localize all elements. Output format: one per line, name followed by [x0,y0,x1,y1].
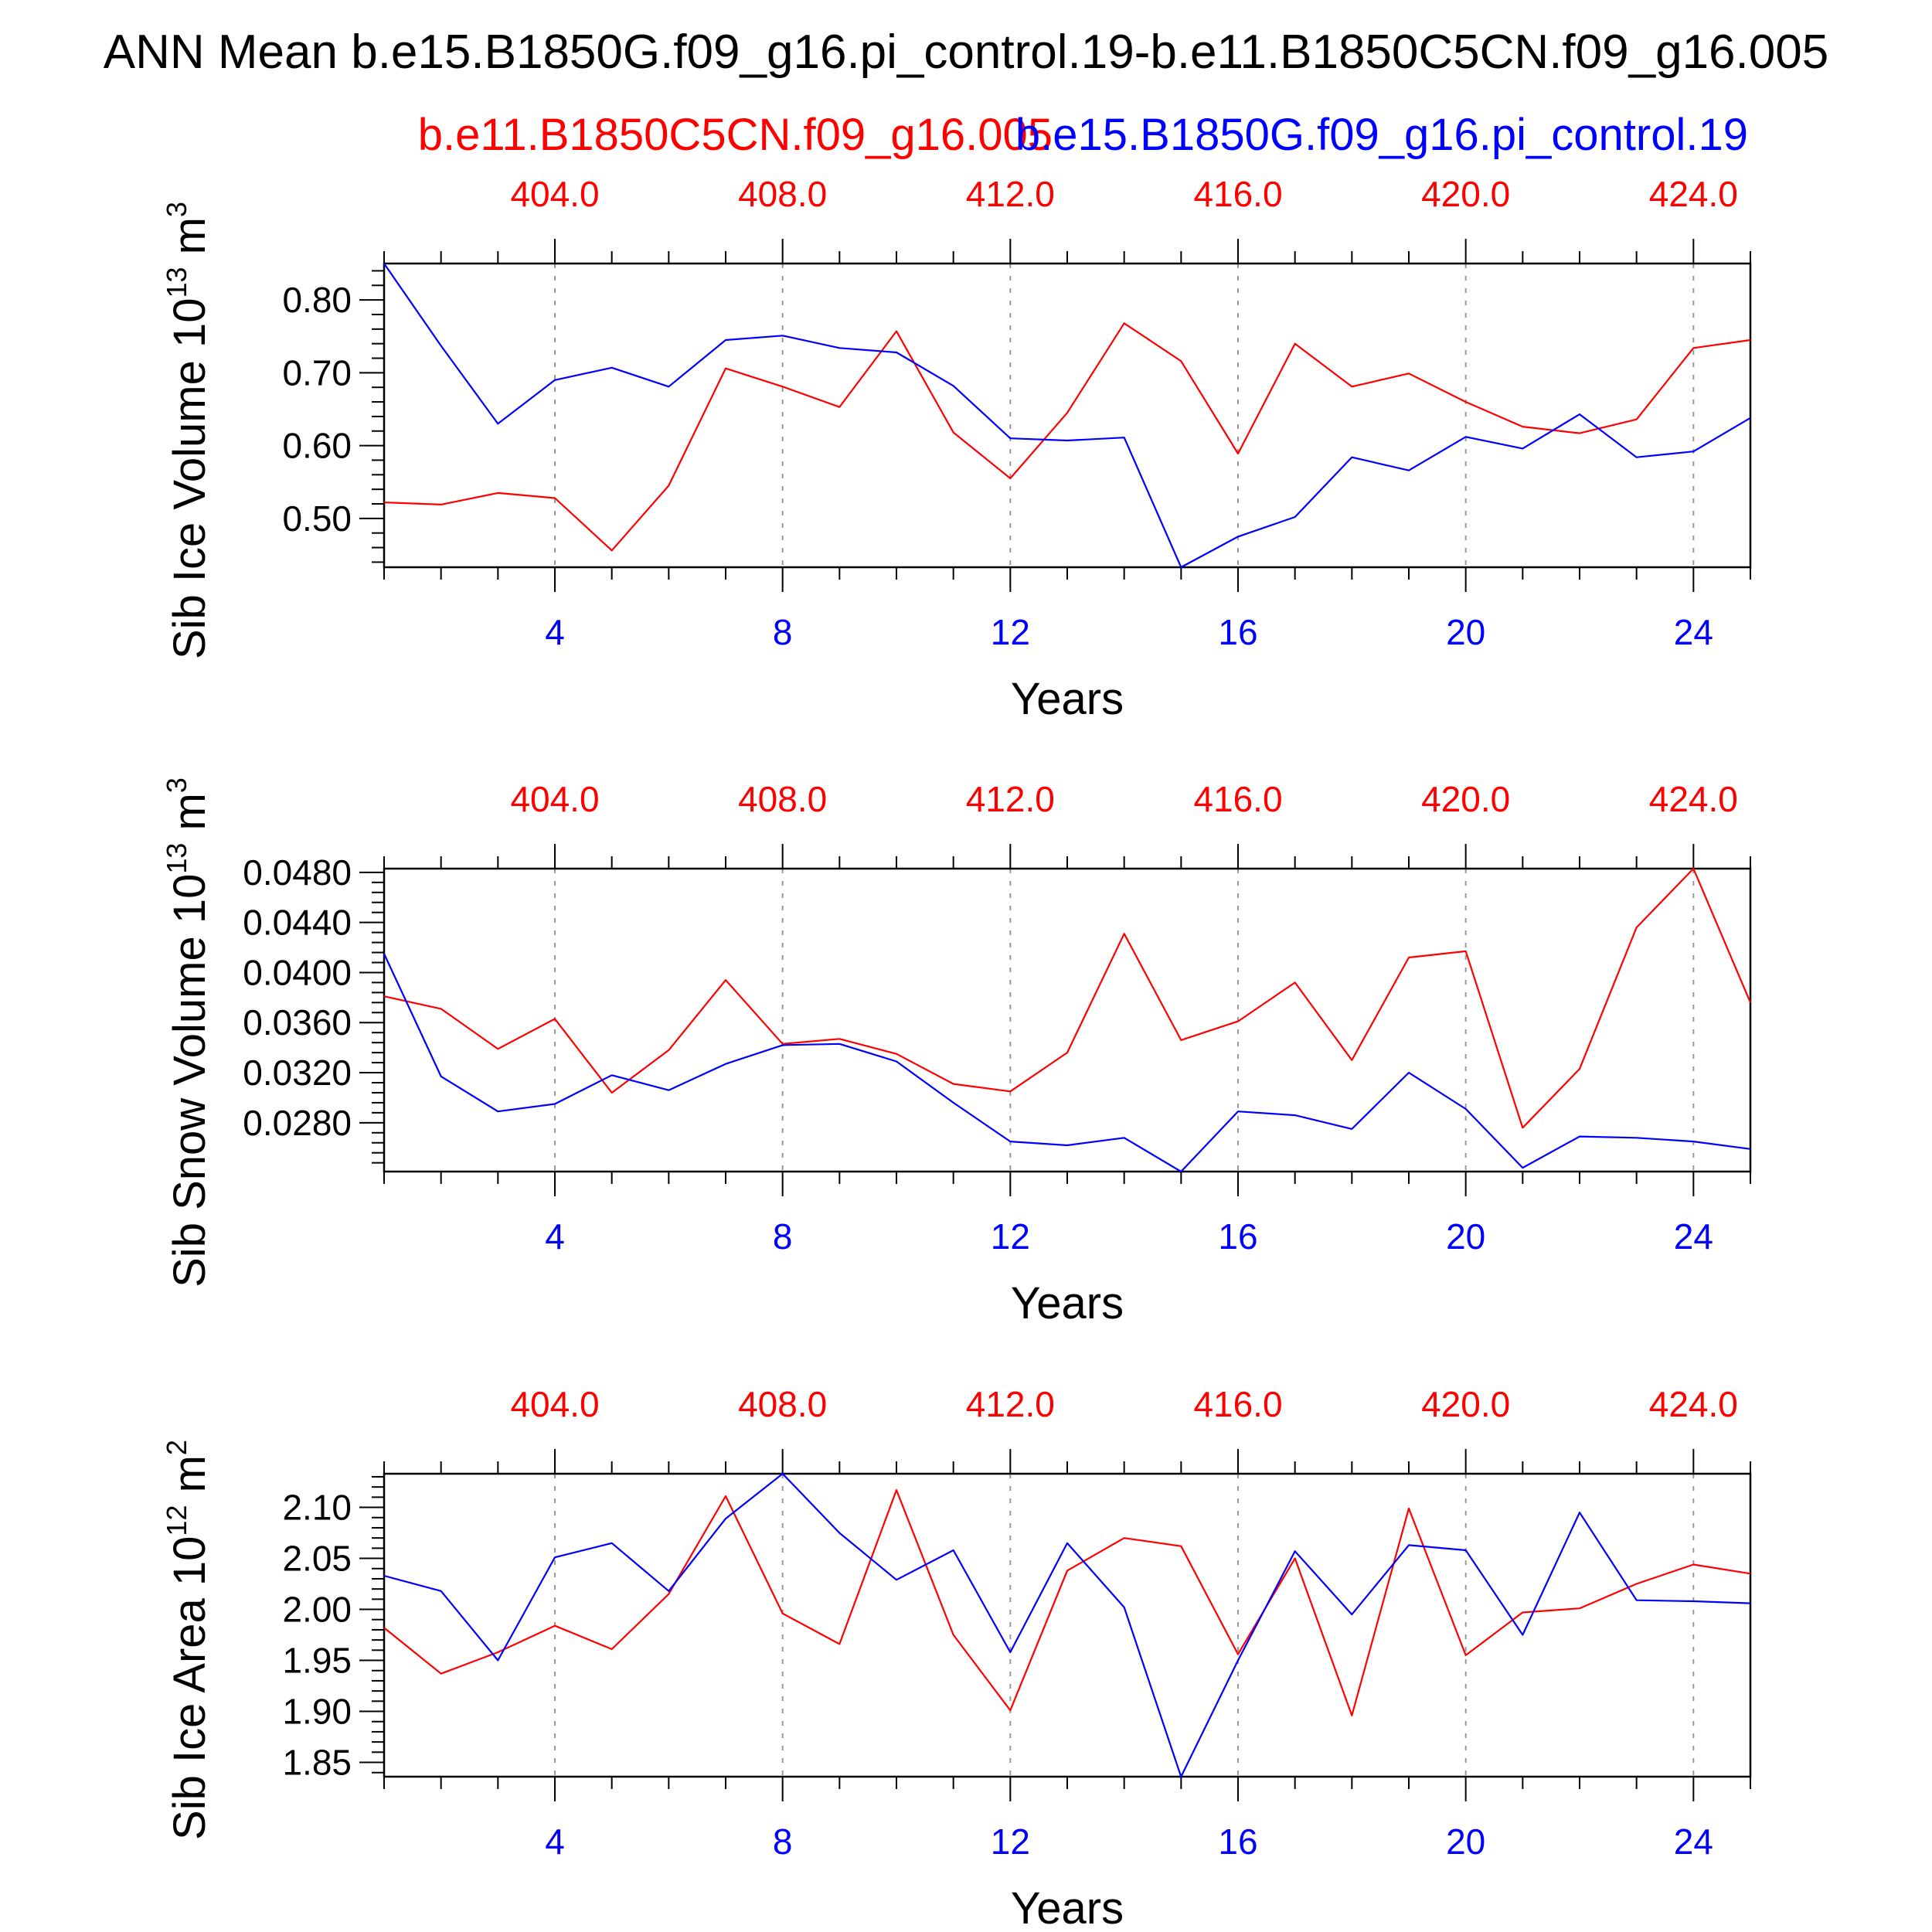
x-top-tick-label: 424.0 [1649,1384,1738,1424]
y-axis-title-text: Sib Snow Volume 10 [165,874,215,1287]
x-bottom-tick-label: 8 [773,1216,793,1257]
y-axis-title-unit: m [165,1455,215,1492]
x-bottom-tick-label: 8 [773,1821,793,1862]
x-bottom-tick-label: 24 [1674,1216,1713,1257]
series-line-blue [383,953,1751,1173]
x-top-tick-label: 408.0 [738,779,827,819]
y-axis-title: Sib Ice Volume 1013 m3 [161,202,215,659]
x-top-tick-label: 412.0 [966,174,1055,214]
x-top-tick-label: 404.0 [510,174,599,214]
x-top-tick-label: 420.0 [1421,779,1510,819]
x-top-tick-label: 408.0 [738,174,827,214]
x-bottom-tick-label: 16 [1218,1821,1257,1862]
y-tick-label: 2.00 [282,1590,352,1630]
panel-2: 0.0280 0.0320 0.0360 0.0400 0.0440 0.0480 4 404… [161,777,1752,1328]
x-top-tick-label: 420.0 [1421,174,1510,214]
x-bottom-tick-label: 24 [1674,612,1713,652]
x-axis-title: Years [1011,1883,1124,1932]
y-axis-title-space [165,254,215,267]
y-axis-title-unit-exponent: 3 [161,202,192,217]
x-top-tick-label: 424.0 [1649,779,1738,819]
x-top-tick-label: 412.0 [966,1384,1055,1424]
y-tick-label: 0.0280 [243,1103,352,1143]
y-tick-label: 0.0480 [243,852,352,893]
y-axis-title: Sib Snow Volume 1013 m3 [161,777,215,1287]
y-axis-title-exponent: 13 [161,267,192,298]
x-top-tick-label: 404.0 [510,779,599,819]
series-line-red [383,867,1752,1129]
legend-red-name: b.e11.B1850C5CN.f09_g16.005 [418,110,1053,160]
x-top-tick-label: 412.0 [966,779,1055,819]
x-top-tick-label: 420.0 [1421,1384,1510,1424]
y-tick-label: 0.70 [282,352,352,393]
x-bottom-tick-label: 12 [991,612,1030,652]
x-top-tick-label: 416.0 [1193,1384,1282,1424]
x-top-tick-label: 408.0 [738,1384,827,1424]
series-line-blue [383,1472,1751,1778]
x-axis-title: Years [1011,674,1124,724]
series-line-red [383,322,1751,552]
x-bottom-tick-label: 20 [1446,1821,1485,1862]
y-axis-title: Sib Ice Area 1012 m2 [161,1440,215,1840]
y-axis-title-text: Sib Ice Area 10 [165,1536,215,1840]
plot-frame [383,867,1752,1173]
x-bottom-tick-label: 20 [1446,612,1485,652]
x-top-tick-label: 416.0 [1193,779,1282,819]
y-axis-title-space [165,1492,215,1505]
x-bottom-tick-label: 4 [545,612,565,652]
x-bottom-tick-label: 16 [1218,1216,1257,1257]
plot-frame [383,262,1752,569]
y-axis-title-exponent: 12 [161,1505,192,1536]
y-tick-label: 2.10 [282,1488,352,1528]
y-tick-label: 0.0440 [243,903,352,943]
main-title: ANN Mean b.e15.B1850G.f09_g16.pi_control… [104,26,1828,79]
chart-panels: 0.500.600.700.804404.08408.012412.016416… [161,174,1752,1932]
panel-3: 1.85 1.90 1.95 2.00 2.05 2.10 4 404.0 8 408.0 12 41… [161,1384,1752,1932]
series-line-red [383,1488,1751,1716]
x-bottom-tick-label: 12 [991,1216,1030,1257]
y-axis-title-unit-exponent: 3 [161,777,192,793]
series-line-blue [383,263,1751,569]
x-top-tick-label: 404.0 [510,1384,599,1424]
plot-frame [383,1472,1752,1778]
y-axis-title-unit: m [165,217,215,254]
y-axis-title-text: Sib Ice Volume 10 [165,298,215,660]
y-tick-label: 0.0360 [243,1002,352,1043]
y-axis-title-unit-exponent: 2 [161,1440,192,1455]
y-tick-label: 2.05 [282,1539,352,1579]
x-bottom-tick-label: 12 [991,1821,1030,1862]
x-top-tick-label: 424.0 [1649,174,1738,214]
x-bottom-tick-label: 8 [773,612,793,652]
y-tick-label: 1.85 [282,1743,352,1783]
y-tick-label: 0.0400 [243,952,352,992]
x-bottom-tick-label: 4 [545,1821,565,1862]
y-axis-title-space [165,830,215,842]
y-tick-label: 0.80 [282,280,352,320]
x-bottom-tick-label: 20 [1446,1216,1485,1257]
y-tick-label: 1.90 [282,1692,352,1732]
y-tick-label: 0.60 [282,426,352,466]
panel-1: 0.50 0.60 0.70 0.80 4 404.0 8 408.0 12 412.0 16 416… [161,174,1752,724]
x-bottom-tick-label: 4 [545,1216,565,1257]
y-axis-title-unit: m [165,793,215,830]
x-bottom-tick-label: 16 [1218,612,1257,652]
x-axis-title: Years [1011,1278,1124,1328]
x-top-tick-label: 416.0 [1193,174,1282,214]
y-tick-label: 0.50 [282,498,352,539]
y-tick-label: 1.95 [282,1641,352,1681]
y-tick-label: 0.0320 [243,1053,352,1093]
legend-blue-name: b.e15.B1850G.f09_g16.pi_control.19 [1015,110,1748,160]
y-axis-title-exponent: 13 [161,843,192,874]
x-bottom-tick-label: 24 [1674,1821,1713,1862]
